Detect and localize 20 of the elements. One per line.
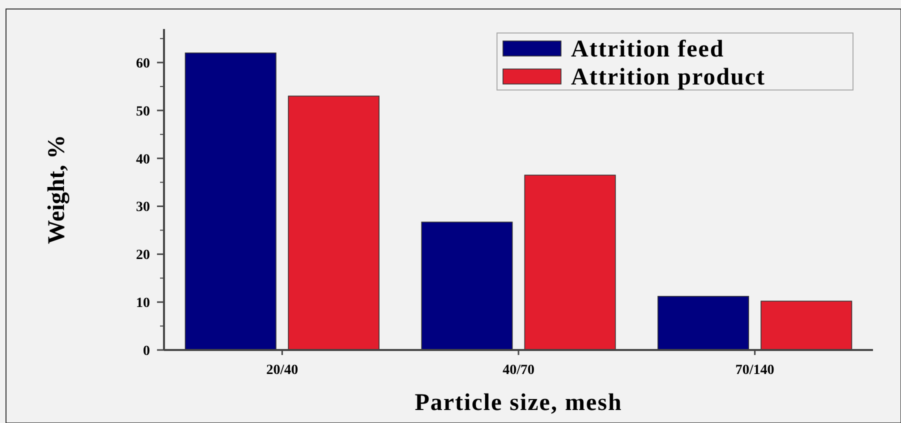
y-tick-label: 10 (136, 296, 150, 311)
y-tick-label: 20 (136, 248, 150, 264)
x-tick-label: 20/40 (266, 363, 298, 378)
bar (184, 52, 276, 350)
y-tick-label: 0 (143, 344, 150, 359)
bar (658, 296, 750, 350)
x-tick-label: 40/70 (502, 363, 534, 378)
y-tick-label: 50 (136, 104, 150, 120)
y-tick-label: 30 (136, 200, 150, 216)
legend-label: Attrition feed (571, 36, 724, 62)
x-axis-title: Particle size, mesh (414, 390, 622, 416)
bar (524, 174, 616, 350)
y-axis-title: Weight, % (44, 134, 70, 244)
y-tick-label: 40 (136, 152, 150, 168)
x-tick-label: 70/140 (735, 363, 774, 378)
legend-label: Attrition product (571, 64, 766, 90)
bar (760, 300, 852, 350)
bar (288, 96, 380, 350)
bar (421, 222, 513, 350)
y-tick-label: 60 (136, 56, 150, 72)
